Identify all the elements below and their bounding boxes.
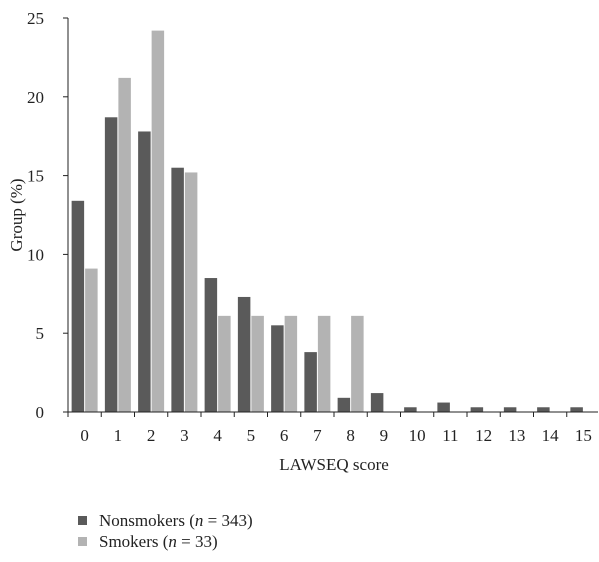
x-tick-label: 1	[114, 426, 123, 445]
x-tick-label: 3	[180, 426, 189, 445]
x-tick-label: 11	[442, 426, 458, 445]
bar-nonsmokers-12	[470, 407, 484, 412]
x-tick-label: 12	[475, 426, 492, 445]
y-tick-label: 20	[27, 88, 44, 107]
bar-nonsmokers-15	[570, 407, 583, 412]
y-tick-label: 25	[27, 9, 44, 28]
bar-nonsmokers-7	[304, 352, 317, 412]
legend-item-smokers: Smokers (n = 33)	[78, 531, 253, 552]
x-tick-label: 15	[575, 426, 592, 445]
x-tick-label: 5	[247, 426, 256, 445]
y-axis-ticks: 0 5 10 15 20 25	[27, 9, 68, 422]
bar-nonsmokers-9	[370, 393, 384, 412]
bar-nonsmokers-8	[337, 397, 351, 412]
legend-n-symbol: n	[194, 511, 204, 530]
bar-smokers-5	[251, 315, 264, 412]
legend-name-smokers: Smokers	[99, 532, 159, 551]
legend-name-nonsmokers: Nonsmokers	[99, 511, 185, 530]
legend: Nonsmokers (n = 343) Smokers (n = 33)	[78, 510, 253, 552]
bar-smokers-0	[85, 268, 98, 412]
legend-n-value: = 343)	[207, 511, 253, 530]
bar-nonsmokers-13	[503, 407, 517, 412]
bar-nonsmokers-2	[138, 131, 151, 413]
bar-nonsmokers-14	[537, 407, 550, 412]
y-tick-label: 10	[27, 245, 44, 264]
x-tick-label: 8	[346, 426, 355, 445]
bar-smokers-7	[317, 315, 331, 412]
bar-smokers-1	[118, 77, 131, 412]
y-tick-label: 15	[27, 167, 44, 186]
y-tick-label: 0	[36, 403, 45, 422]
x-tick-label: 13	[508, 426, 525, 445]
x-axis-ticks: 0 1 2 3 4 5 6 7 8 9 10 11 12 13 14 15	[67, 412, 592, 445]
legend-n-value: = 33)	[181, 532, 218, 551]
x-tick-label: 2	[147, 426, 156, 445]
bar-nonsmokers-6	[271, 325, 284, 412]
bar-nonsmokers-1	[104, 117, 118, 413]
x-tick-label: 14	[542, 426, 560, 445]
x-tick-label: 0	[80, 426, 89, 445]
y-axis-label: Group (%)	[7, 178, 26, 251]
bar-nonsmokers-4	[204, 278, 218, 412]
bar-nonsmokers-3	[171, 167, 184, 412]
legend-swatch-smokers	[78, 537, 87, 546]
bars	[71, 30, 583, 413]
x-tick-label: 9	[380, 426, 389, 445]
bar-smokers-3	[184, 172, 198, 412]
bar-nonsmokers-10	[404, 407, 417, 412]
legend-item-nonsmokers: Nonsmokers (n = 343)	[78, 510, 253, 531]
legend-n-symbol: n	[168, 532, 177, 551]
bar-smokers-4	[218, 315, 231, 412]
bar-nonsmokers-5	[237, 296, 251, 412]
x-axis-label: LAWSEQ score	[279, 455, 389, 474]
x-tick-label: 4	[213, 426, 222, 445]
bar-smokers-6	[284, 315, 298, 412]
y-tick-label: 5	[36, 324, 45, 343]
bar-nonsmokers-0	[71, 200, 85, 412]
legend-swatch-nonsmokers	[78, 516, 87, 525]
x-tick-label: 6	[280, 426, 289, 445]
bar-smokers-8	[351, 315, 364, 412]
bar-nonsmokers-11	[437, 402, 450, 412]
bar-smokers-2	[151, 30, 165, 412]
x-tick-label: 10	[409, 426, 426, 445]
x-tick-label: 7	[313, 426, 322, 445]
